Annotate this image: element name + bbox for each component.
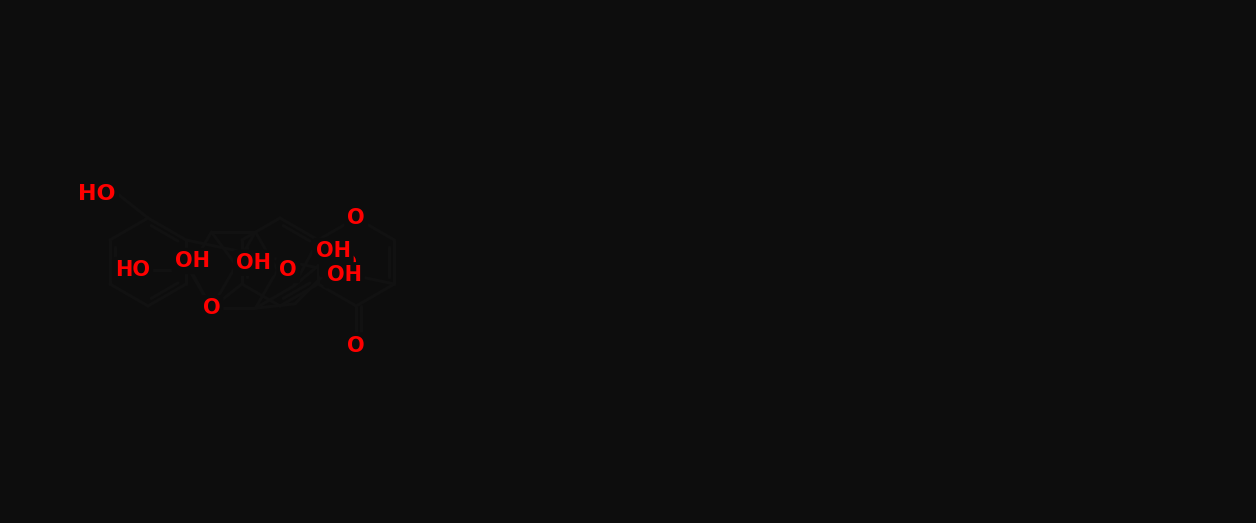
- Text: OH: OH: [236, 253, 271, 273]
- Text: HO: HO: [78, 184, 116, 204]
- Text: HO: HO: [116, 260, 149, 280]
- Text: O: O: [348, 208, 365, 228]
- Text: O: O: [348, 336, 365, 356]
- Text: OH: OH: [327, 265, 362, 285]
- Text: HO: HO: [323, 254, 357, 274]
- Text: O: O: [202, 298, 220, 318]
- Text: OH: OH: [175, 251, 210, 271]
- Text: OH: OH: [315, 241, 350, 261]
- Text: O: O: [279, 260, 296, 280]
